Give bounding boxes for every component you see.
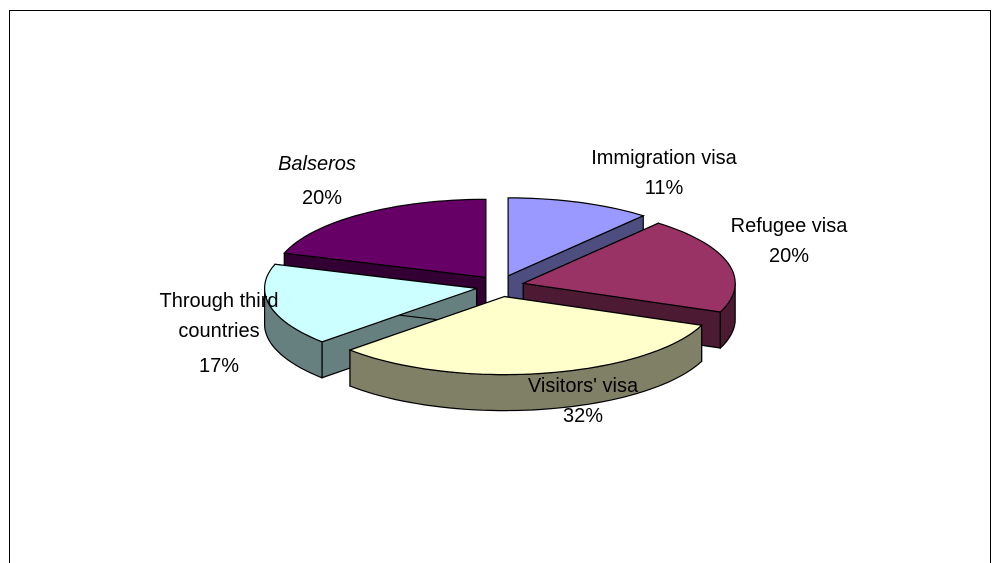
label-visitors-visa-name: Visitors' visa [528, 375, 639, 397]
label-balseros-pct: 20% [302, 187, 342, 209]
label-visitors-visa-pct: 32% [563, 405, 603, 427]
pie-slice-balseros [283, 198, 487, 278]
label-balseros-name: Balseros [278, 153, 356, 175]
label-third-countries-pct: 17% [199, 355, 239, 377]
slice-label-third-countries: Through third countries 17% [160, 290, 279, 377]
label-immigration-visa-pct: 11% [645, 177, 684, 199]
pie-slice-refugee-visa [521, 222, 736, 313]
label-third-countries-name-line1: Through third [160, 290, 279, 312]
pie-tops [263, 197, 736, 376]
chart-frame [9, 10, 991, 563]
slice-label-balseros: Balseros 20% [278, 153, 356, 209]
label-refugee-visa-name: Refugee visa [731, 215, 849, 237]
pie-slice-immigration-visa [507, 197, 646, 277]
slice-label-immigration-visa: Immigration visa 11% [591, 147, 737, 199]
label-refugee-visa-pct: 20% [769, 245, 809, 267]
slice-label-refugee-visa: Refugee visa 20% [731, 215, 849, 267]
pie-slice-visitors-visa [348, 295, 703, 376]
label-immigration-visa-name: Immigration visa [591, 147, 737, 169]
label-third-countries-name-line2: countries [178, 320, 259, 342]
pie-slice-through-third-countries [263, 263, 477, 343]
slice-label-visitors-visa: Visitors' visa 32% [528, 375, 639, 427]
